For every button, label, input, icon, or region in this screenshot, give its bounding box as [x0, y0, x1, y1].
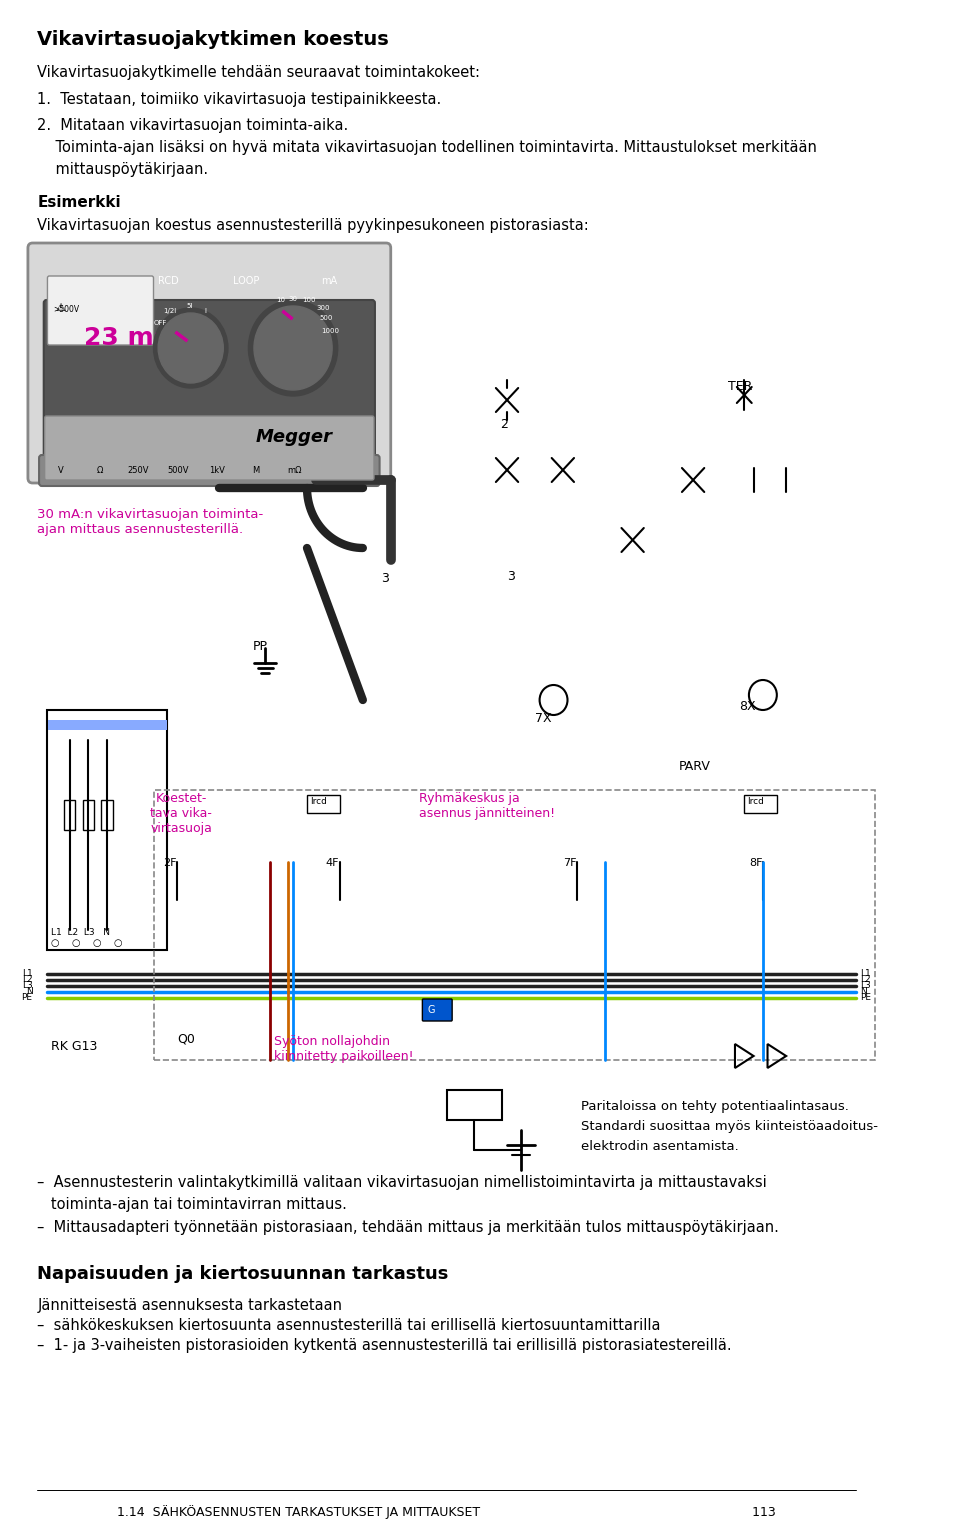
Text: 1.14  SÄHKÖASENNUSTEN TARKASTUKSET JA MITTAUKSET                                : 1.14 SÄHKÖASENNUSTEN TARKASTUKSET JA MIT…	[117, 1505, 776, 1519]
Text: Paritaloissa on tehty potentiaalintasaus.: Paritaloissa on tehty potentiaalintasaus…	[582, 1100, 850, 1114]
Text: –  Asennustesterin valintakytkimillä valitaan vikavirtasuojan nimellistoimintavi: – Asennustesterin valintakytkimillä vali…	[37, 1175, 767, 1190]
Text: PARV: PARV	[679, 760, 711, 773]
Text: Vikavirtasuojan koestus asennustesterillä pyykinpesukoneen pistorasiasta:: Vikavirtasuojan koestus asennustesterill…	[37, 218, 589, 233]
Text: 1000: 1000	[321, 329, 339, 333]
Text: 2F: 2F	[163, 859, 177, 868]
Text: N: N	[860, 988, 867, 997]
Text: –  Mittausadapteri työnnetään pistorasiaan, tehdään mittaus ja merkitään tulos m: – Mittausadapteri työnnetään pistorasiaa…	[37, 1220, 780, 1235]
Text: Ircd: Ircd	[310, 797, 326, 806]
Text: 1kV: 1kV	[209, 465, 225, 475]
Text: L2: L2	[22, 975, 33, 985]
Text: elektrodin asentamista.: elektrodin asentamista.	[582, 1140, 739, 1154]
Text: Q0: Q0	[177, 1032, 195, 1044]
Text: Syöton nollajohdin
kiinnitetty paikoilleen!: Syöton nollajohdin kiinnitetty paikoille…	[275, 1035, 414, 1063]
Text: ⚠: ⚠	[56, 303, 66, 313]
Text: mA: mA	[321, 276, 337, 286]
Text: Napaisuuden ja kiertosuunnan tarkastus: Napaisuuden ja kiertosuunnan tarkastus	[37, 1266, 448, 1283]
FancyBboxPatch shape	[44, 300, 375, 465]
Text: –  1- ja 3-vaiheisten pistorasioiden kytkentä asennustesterillä tai erillisillä : – 1- ja 3-vaiheisten pistorasioiden kytk…	[37, 1338, 732, 1353]
Text: 7F: 7F	[563, 859, 576, 868]
Text: PE: PE	[21, 994, 33, 1003]
Text: PE: PE	[860, 994, 872, 1003]
Text: L1: L1	[860, 969, 872, 978]
Text: 10: 10	[276, 296, 285, 303]
Text: 4F: 4F	[325, 859, 339, 868]
Text: 23 ms: 23 ms	[84, 326, 168, 350]
Bar	[48, 720, 167, 730]
Text: TER: TER	[728, 379, 752, 393]
Text: L3: L3	[860, 982, 872, 991]
Text: 100: 100	[302, 296, 316, 303]
Text: 5l: 5l	[186, 303, 192, 309]
FancyBboxPatch shape	[422, 998, 452, 1021]
Bar	[46, 710, 167, 949]
Text: mΩ: mΩ	[288, 465, 302, 475]
FancyBboxPatch shape	[28, 243, 391, 482]
Text: Ircd: Ircd	[747, 797, 764, 806]
Text: Vikavirtasuojakytkimen koestus: Vikavirtasuojakytkimen koestus	[37, 31, 389, 49]
Text: RCD: RCD	[158, 276, 179, 286]
Text: Toiminta-ajan lisäksi on hyvä mitata vikavirtasuojan todellinen toimintavirta. M: Toiminta-ajan lisäksi on hyvä mitata vik…	[37, 140, 817, 155]
Text: V: V	[58, 465, 63, 475]
Bar	[446, 1091, 502, 1120]
Text: Megger: Megger	[256, 429, 333, 445]
Circle shape	[158, 313, 224, 382]
Text: 8F: 8F	[749, 859, 762, 868]
Text: N: N	[26, 988, 33, 997]
Bar	[154, 790, 875, 1060]
Bar	[64, 800, 75, 829]
Text: 250V: 250V	[128, 465, 150, 475]
Text: 3: 3	[381, 571, 390, 585]
Bar	[307, 796, 340, 813]
Text: Jännitteisestä asennuksesta tarkastetaan: Jännitteisestä asennuksesta tarkastetaan	[37, 1298, 342, 1313]
Text: >500V: >500V	[53, 306, 79, 313]
FancyBboxPatch shape	[39, 455, 379, 485]
Text: 300: 300	[316, 306, 330, 310]
Text: 1.  Testataan, toimiiko vikavirtasuoja testipainikkeesta.: 1. Testataan, toimiiko vikavirtasuoja te…	[37, 92, 442, 108]
Text: Ω: Ω	[96, 465, 103, 475]
Text: 8X: 8X	[739, 700, 756, 713]
Text: 30 mA:n vikavirtasuojan toiminta-
ajan mittaus asennustesterillä.: 30 mA:n vikavirtasuojan toiminta- ajan m…	[37, 508, 263, 536]
Text: toiminta-ajan tai toimintavirran mittaus.: toiminta-ajan tai toimintavirran mittaus…	[37, 1197, 348, 1212]
Text: 500: 500	[319, 315, 332, 321]
Text: ○    ○    ○    ○: ○ ○ ○ ○	[51, 938, 123, 948]
Text: 1/2l: 1/2l	[163, 309, 176, 313]
FancyBboxPatch shape	[45, 416, 374, 479]
Text: G
—: G —	[428, 1005, 438, 1026]
Text: OFF: OFF	[154, 319, 167, 326]
Text: 30: 30	[288, 296, 298, 303]
Text: L1  L2  L3   N: L1 L2 L3 N	[51, 928, 110, 937]
Text: RK G13: RK G13	[51, 1040, 98, 1054]
Bar	[83, 800, 94, 829]
Text: 3: 3	[507, 570, 515, 584]
Text: PP: PP	[253, 641, 268, 653]
Text: L1: L1	[22, 969, 33, 978]
Text: –  sähkökeskuksen kiertosuunta asennustesterillä tai erillisellä kiertosuuntamit: – sähkökeskuksen kiertosuunta asennustes…	[37, 1318, 660, 1333]
Text: mittauspöytäkirjaan.: mittauspöytäkirjaan.	[37, 161, 208, 177]
Text: LOOP: LOOP	[232, 276, 259, 286]
Circle shape	[249, 300, 338, 396]
Text: M: M	[252, 465, 259, 475]
Text: Koestet-
tava vika-
virtasuoja: Koestet- tava vika- virtasuoja	[151, 793, 212, 836]
Text: 2: 2	[500, 418, 509, 432]
Text: Ryhmäkeskus ja
asennus jännitteinen!: Ryhmäkeskus ja asennus jännitteinen!	[419, 793, 555, 820]
Circle shape	[154, 309, 228, 389]
Text: Esimerkki: Esimerkki	[37, 195, 121, 210]
Text: L3: L3	[22, 982, 33, 991]
Text: 500V: 500V	[167, 465, 188, 475]
Bar	[744, 796, 777, 813]
Text: 2.  Mitataan vikavirtasuojan toiminta-aika.: 2. Mitataan vikavirtasuojan toiminta-aik…	[37, 118, 348, 134]
Text: Standardi suosittaa myös kiinteistöaadoitus-: Standardi suosittaa myös kiinteistöaadoi…	[582, 1120, 878, 1134]
Text: Vikavirtasuojakytkimelle tehdään seuraavat toimintakokeet:: Vikavirtasuojakytkimelle tehdään seuraav…	[37, 65, 480, 80]
Bar	[102, 800, 112, 829]
Text: L2: L2	[860, 975, 871, 985]
Text: 7X: 7X	[535, 713, 552, 725]
Text: l: l	[204, 309, 206, 313]
FancyBboxPatch shape	[47, 276, 154, 346]
Circle shape	[254, 306, 332, 390]
